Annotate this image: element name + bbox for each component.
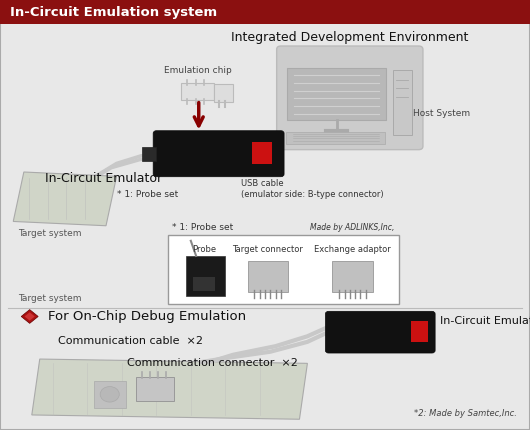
Text: In-Circuit Emulator: In-Circuit Emulator — [45, 172, 162, 185]
FancyBboxPatch shape — [332, 261, 373, 292]
Text: In-Circuit Emulation system: In-Circuit Emulation system — [10, 6, 217, 18]
Text: Target system: Target system — [19, 229, 82, 238]
FancyBboxPatch shape — [153, 131, 284, 177]
Bar — [411, 321, 428, 342]
Text: * 1: Probe set: * 1: Probe set — [172, 223, 234, 232]
Text: * 1: Probe set: * 1: Probe set — [117, 190, 178, 199]
FancyBboxPatch shape — [136, 377, 174, 401]
FancyBboxPatch shape — [325, 311, 435, 353]
Polygon shape — [24, 312, 35, 321]
FancyBboxPatch shape — [193, 277, 215, 291]
Text: Communication connector  ×2: Communication connector ×2 — [127, 358, 298, 368]
Text: Probe: Probe — [192, 245, 216, 254]
Text: *2: Made by Samtec,Inc.: *2: Made by Samtec,Inc. — [414, 409, 517, 418]
Text: In-Circuit Emulator: In-Circuit Emulator — [440, 316, 530, 326]
FancyBboxPatch shape — [214, 84, 233, 102]
Text: Communication cable  ×2: Communication cable ×2 — [58, 336, 204, 346]
FancyBboxPatch shape — [181, 83, 214, 100]
FancyBboxPatch shape — [248, 261, 288, 292]
FancyBboxPatch shape — [286, 132, 385, 144]
FancyBboxPatch shape — [393, 70, 412, 135]
FancyBboxPatch shape — [94, 381, 126, 408]
Circle shape — [100, 387, 119, 402]
Text: Target connector: Target connector — [232, 245, 303, 254]
FancyBboxPatch shape — [168, 235, 399, 304]
Text: Target system: Target system — [19, 294, 82, 303]
Text: Emulation chip: Emulation chip — [164, 66, 231, 75]
Text: Host System: Host System — [413, 110, 471, 118]
Text: USB cable
(emulator side: B-type connector): USB cable (emulator side: B-type connect… — [241, 179, 384, 200]
Polygon shape — [21, 310, 38, 323]
Text: Integrated Development Environment: Integrated Development Environment — [231, 31, 469, 44]
Bar — [142, 147, 156, 161]
FancyBboxPatch shape — [277, 46, 423, 150]
Text: Exchange adaptor: Exchange adaptor — [314, 245, 391, 254]
Bar — [252, 142, 272, 164]
FancyBboxPatch shape — [287, 68, 386, 120]
Text: Made by ADLINKS,Inc,: Made by ADLINKS,Inc, — [311, 223, 395, 232]
Bar — [0, 0, 530, 24]
Text: For On-Chip Debug Emulation: For On-Chip Debug Emulation — [48, 310, 246, 323]
FancyBboxPatch shape — [186, 256, 225, 296]
Polygon shape — [32, 359, 307, 419]
Polygon shape — [13, 172, 117, 226]
